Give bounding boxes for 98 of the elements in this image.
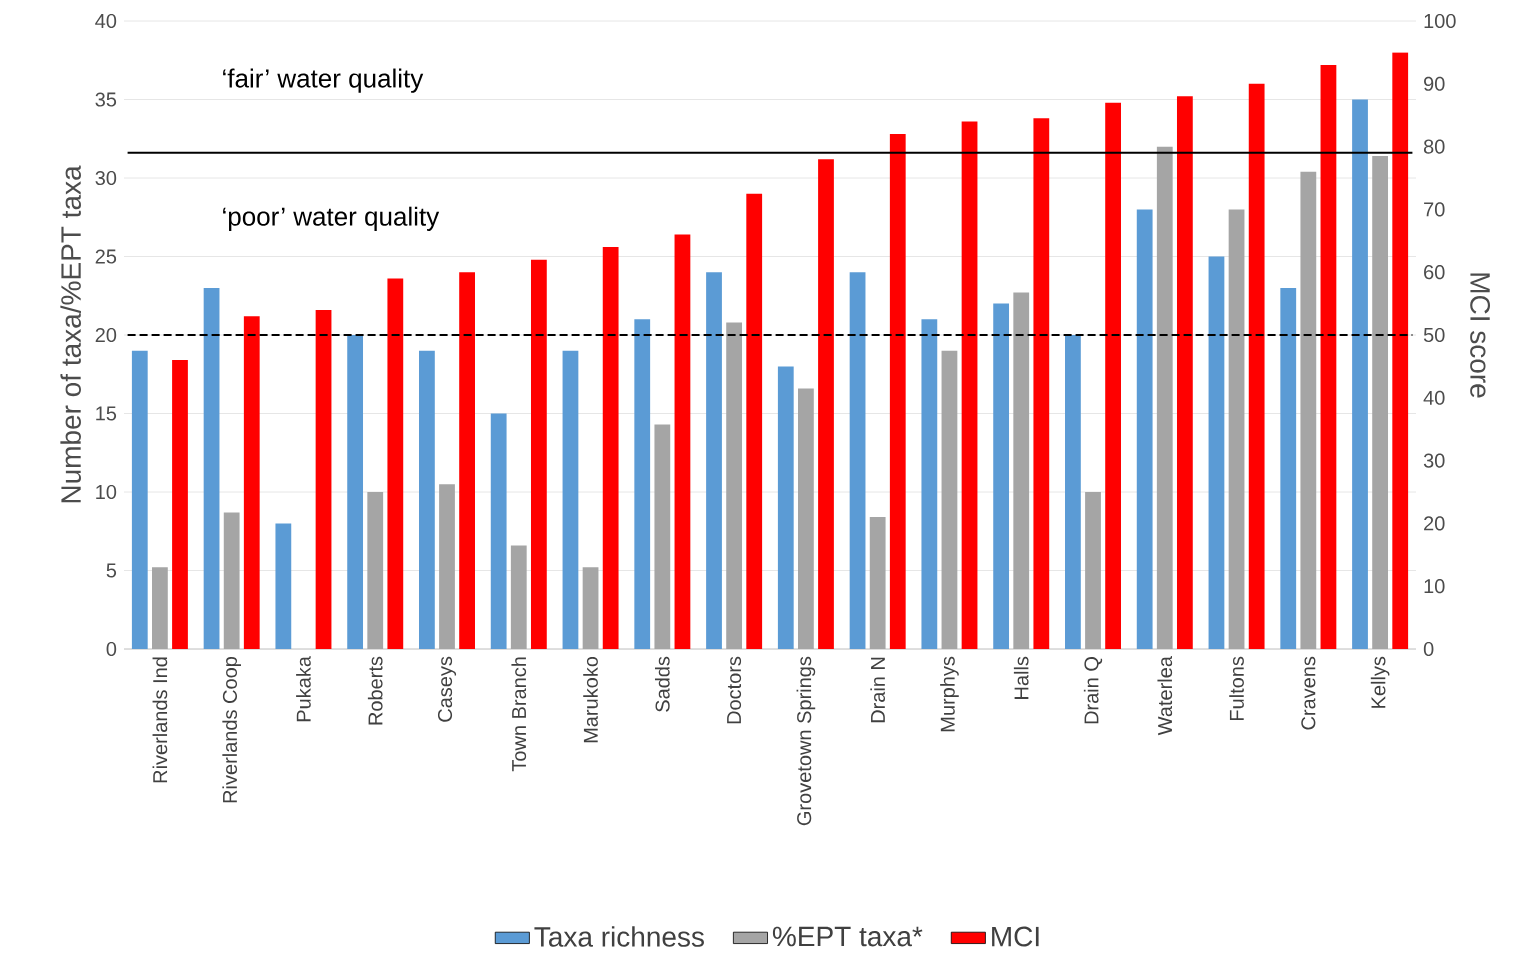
x-tick-label: Marukoko [583, 656, 598, 743]
x-tick-label: Waterlea [1157, 656, 1173, 736]
bar [961, 121, 978, 649]
y-tick-label: 40 [95, 13, 117, 29]
bar [530, 259, 547, 649]
bar [203, 287, 220, 650]
bar [674, 234, 691, 649]
x-tick-label: Cravens [1301, 656, 1316, 730]
y2-axis-title: MCI score [1470, 273, 1491, 398]
y2-tick-label: 0 [1423, 641, 1434, 657]
bar [1136, 209, 1153, 650]
y-tick-label: 25 [95, 249, 117, 264]
bar [387, 278, 404, 649]
bar [459, 272, 475, 649]
bar [1065, 335, 1081, 650]
bar [419, 350, 435, 650]
bar [602, 247, 619, 649]
bar [1372, 156, 1389, 650]
bar [1392, 52, 1409, 649]
x-tick-label: Doctors [727, 656, 742, 724]
y2-tick-label: 60 [1424, 265, 1445, 280]
bar [131, 350, 148, 650]
bar [726, 322, 743, 650]
legend-label: Taxa richness [534, 926, 704, 947]
bar [275, 523, 292, 650]
y-tick-label: 5 [106, 563, 117, 578]
x-tick-label: Town Branch [511, 657, 527, 772]
y2-tick-label: 100 [1424, 13, 1456, 29]
annotation: ‘fair’ water quality [223, 68, 424, 93]
x-tick-label: Halls [1013, 656, 1029, 699]
bar [849, 272, 866, 650]
x-tick-label: Kellys [1370, 656, 1390, 708]
y2-tick-label: 30 [1423, 453, 1445, 468]
y-tick-label: 0 [106, 641, 117, 657]
bar [869, 517, 886, 650]
legend-label: %EPT taxa* [772, 926, 923, 947]
bar [172, 360, 188, 649]
y2-tick-label: 90 [1424, 76, 1445, 91]
bar [490, 413, 507, 650]
bar [993, 303, 1010, 650]
y-tick-label: 20 [95, 327, 117, 343]
bar [746, 193, 763, 649]
x-tick-label: Pukaka [296, 656, 311, 722]
bar [889, 134, 906, 649]
bar [1248, 83, 1265, 649]
x-tick-label: Drain N [870, 657, 886, 723]
y-tick-label: 15 [96, 406, 117, 421]
x-tick-label: Sadds [654, 656, 670, 712]
bar [1352, 99, 1368, 650]
bar [706, 272, 722, 650]
bar [1228, 209, 1245, 650]
bar [777, 366, 794, 650]
bar [1280, 287, 1297, 650]
bar [510, 545, 527, 650]
bar [1320, 64, 1337, 649]
bar [223, 512, 240, 650]
y-tick-label: 30 [95, 170, 117, 186]
bar [152, 567, 168, 650]
x-tick-label: Murphys [940, 656, 959, 732]
bar [1105, 102, 1121, 649]
y-axis-title: Number of taxa/%EPT taxa [60, 165, 81, 503]
x-tick-label: Drain Q [1083, 657, 1103, 724]
bar [1085, 492, 1101, 650]
bar [654, 424, 671, 650]
y2-tick-label: 40 [1423, 390, 1445, 405]
bar [1300, 171, 1317, 650]
bar [347, 335, 364, 650]
x-tick-label: Grovetown Springs [796, 656, 816, 826]
x-tick-label: Riverlands Coop [222, 656, 241, 803]
y2-tick-label: 20 [1424, 516, 1445, 531]
bar [1033, 118, 1050, 649]
bar [818, 159, 834, 649]
y2-tick-label: 70 [1424, 202, 1445, 217]
bar [634, 319, 651, 650]
bar [941, 350, 958, 650]
x-tick-label: Roberts [367, 656, 383, 725]
bar [1176, 96, 1193, 649]
y2-tick-label: 10 [1424, 579, 1445, 594]
x-tick-label: Caseys [437, 656, 457, 722]
annotation: ‘poor’ water quality [223, 206, 440, 231]
legend-label: MCI [992, 926, 1039, 947]
bar [582, 567, 599, 650]
bar [562, 350, 579, 650]
y-tick-label: 35 [95, 92, 117, 107]
y2-tick-label: 80 [1423, 139, 1445, 154]
x-tick-label: Fultons [1229, 656, 1244, 721]
bar [439, 484, 455, 650]
bar [1156, 146, 1173, 650]
y2-tick-label: 50 [1423, 327, 1445, 343]
bar [243, 316, 260, 649]
x-tick-label: Riverlands Ind [152, 657, 168, 783]
bar [1208, 256, 1225, 650]
bar [921, 319, 938, 650]
bar [798, 388, 814, 650]
bar [367, 492, 384, 650]
y-tick-label: 10 [96, 484, 117, 500]
bar [315, 309, 332, 649]
bar [1013, 292, 1030, 650]
